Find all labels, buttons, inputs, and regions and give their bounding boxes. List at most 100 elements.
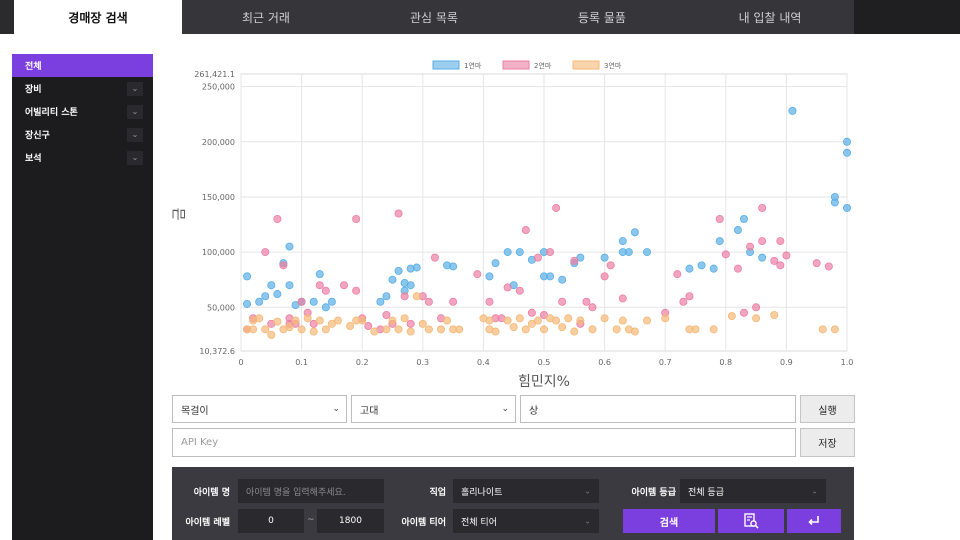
data-point — [261, 292, 270, 301]
item-level-max-input[interactable]: 1800 — [317, 509, 384, 533]
sidebar-item-label: 보석 — [25, 154, 42, 164]
data-point — [515, 248, 524, 257]
data-point — [279, 261, 288, 270]
item-level-label: 아이템 레벨 — [185, 518, 230, 528]
data-point — [782, 251, 791, 260]
chevron-down-icon[interactable]: ⌄ — [127, 127, 143, 142]
search-button[interactable]: 검색 — [623, 509, 715, 533]
data-point — [582, 297, 591, 306]
detail-search-button[interactable] — [718, 509, 784, 533]
save-button[interactable]: 저장 — [800, 428, 855, 457]
x-tick-label: 0.7 — [659, 358, 672, 367]
data-point — [400, 292, 409, 301]
data-point — [776, 261, 785, 270]
quality-input[interactable]: 상 — [520, 395, 796, 423]
sidebar-item-gem[interactable]: 보석 ⌄ — [12, 146, 153, 169]
data-point — [727, 312, 736, 321]
data-point — [527, 308, 536, 317]
price-scatter-chart: 1연마 2연마 3연마 50,000 100,000 150,000 200,000 250… — [172, 60, 853, 390]
item-grade-select[interactable]: 전체 등급 ⌄ — [680, 479, 826, 503]
data-point — [455, 325, 464, 334]
legend-label[interactable]: 2연마 — [534, 61, 552, 70]
data-point — [327, 319, 336, 328]
data-point — [515, 286, 524, 295]
tab-list: 경매장 검색 최근 거래 관심 목록 등록 물품 내 입찰 내역 — [14, 0, 854, 34]
y-range-label: 261,421.1 — [194, 70, 235, 79]
data-point — [733, 264, 742, 273]
api-key-input[interactable]: API Key — [172, 428, 796, 457]
legend-swatch[interactable] — [502, 60, 530, 70]
item-level-min-input[interactable]: 0 — [238, 509, 304, 533]
class-select[interactable]: 홀리나이트 ⌄ — [453, 479, 599, 503]
sidebar-item-label: 장신구 — [25, 131, 50, 141]
data-point — [600, 314, 609, 323]
item-name-label: 아이템 명 — [193, 488, 230, 498]
item-tier-select[interactable]: 전체 티어 ⌄ — [453, 509, 599, 533]
category-select[interactable]: 목걸이 ⌄ — [172, 395, 347, 423]
data-point — [843, 137, 852, 146]
data-point — [267, 281, 276, 290]
legend-swatch[interactable] — [432, 60, 460, 70]
item-name-placeholder: 아이템 명을 입력해주세요. — [246, 487, 346, 498]
tab-my-bids[interactable]: 내 입찰 내역 — [686, 0, 854, 34]
data-point — [388, 316, 397, 325]
data-point — [273, 215, 282, 224]
item-name-input[interactable]: 아이템 명을 입력해주세요. — [238, 479, 384, 503]
legend-label[interactable]: 3연마 — [604, 61, 622, 70]
chart-grid — [240, 73, 848, 352]
reset-button[interactable] — [787, 509, 841, 533]
data-point — [661, 314, 670, 323]
y-axis-label: 금 — [172, 207, 188, 220]
data-point — [394, 209, 403, 218]
chevron-down-icon[interactable]: ⌄ — [127, 150, 143, 165]
data-point — [558, 297, 567, 306]
tab-watchlist[interactable]: 관심 목록 — [350, 0, 518, 34]
data-point — [509, 323, 518, 332]
chevron-down-icon: ⌄ — [584, 516, 591, 526]
data-point — [261, 325, 270, 334]
data-point — [770, 256, 779, 265]
run-button[interactable]: 실행 — [800, 395, 855, 423]
data-point — [315, 270, 324, 279]
data-point — [243, 299, 252, 308]
data-point — [503, 316, 512, 325]
grade-select[interactable]: 고대 ⌄ — [351, 395, 516, 423]
data-point — [291, 316, 300, 325]
chevron-down-icon[interactable]: ⌄ — [127, 81, 143, 96]
x-axis: 0 0.1 0.2 0.3 0.4 0.5 0.6 0.7 0.8 0.9 1.0 — [238, 358, 853, 367]
data-point — [758, 203, 767, 212]
tab-registered-items[interactable]: 등록 물품 — [518, 0, 686, 34]
sidebar-item-all[interactable]: 전체 — [12, 54, 153, 77]
top-tab-bar: 경매장 검색 최근 거래 관심 목록 등록 물품 내 입찰 내역 — [0, 0, 960, 34]
tab-auction-search[interactable]: 경매장 검색 — [14, 0, 182, 34]
data-point — [285, 281, 294, 290]
chart-points — [243, 106, 852, 339]
y-range-label: 10,372.6 — [199, 347, 235, 356]
data-point — [564, 314, 573, 323]
data-point — [309, 297, 318, 306]
data-point — [273, 317, 282, 326]
data-point — [721, 250, 730, 259]
sidebar-item-ability-stone[interactable]: 어빌리티 스톤 ⌄ — [12, 100, 153, 123]
category-sidebar: 전체 장비 ⌄ 어빌리티 스톤 ⌄ 장신구 ⌄ 보석 ⌄ — [12, 54, 153, 540]
tab-recent-trades[interactable]: 최근 거래 — [182, 0, 350, 34]
legend-swatch[interactable] — [572, 60, 600, 70]
data-point — [709, 325, 718, 334]
chevron-down-icon[interactable]: ⌄ — [127, 104, 143, 119]
x-tick-label: 0.3 — [416, 358, 429, 367]
data-point — [576, 316, 585, 325]
sidebar-item-equipment[interactable]: 장비 ⌄ — [12, 77, 153, 100]
data-point — [576, 253, 585, 262]
x-axis-label: 힘민지% — [518, 374, 570, 390]
data-point — [418, 319, 427, 328]
detail-search-icon — [744, 513, 759, 529]
legend-label[interactable]: 1연마 — [464, 61, 482, 70]
data-point — [255, 314, 264, 323]
data-point — [612, 325, 621, 334]
chevron-down-icon: ⌄ — [584, 486, 591, 496]
data-point — [630, 228, 639, 237]
sidebar-item-accessory[interactable]: 장신구 ⌄ — [12, 123, 153, 146]
x-tick-label: 0.5 — [538, 358, 551, 367]
data-point — [485, 272, 494, 281]
chart-legend[interactable]: 1연마 2연마 3연마 — [432, 60, 622, 70]
